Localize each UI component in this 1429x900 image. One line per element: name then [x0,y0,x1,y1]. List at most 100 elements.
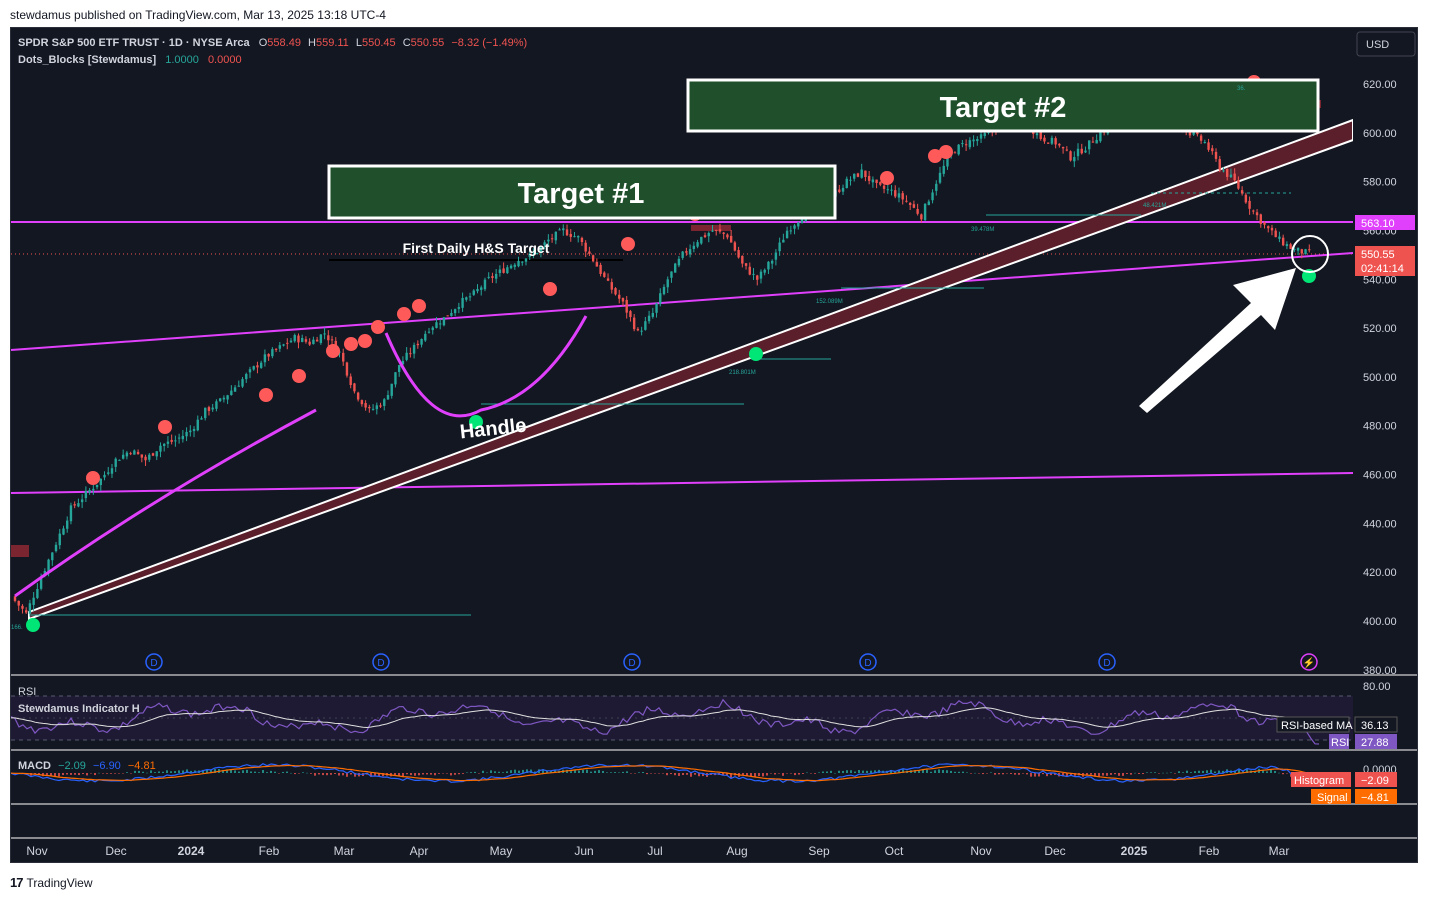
price-axis[interactable]: 620.00600.00580.00560.00540.00520.00500.… [1363,79,1397,677]
upper-trendline[interactable] [11,252,1353,351]
macd-bar [54,773,56,777]
macd-bar [990,772,992,773]
early-trend-curve [14,408,317,598]
time-tick: Oct [885,844,904,858]
macd-bar [1170,772,1172,773]
candle-body [375,405,378,410]
macd-bar [1102,773,1104,776]
candle-body [1270,227,1274,231]
macd-bar [1030,773,1032,777]
candle-body [964,144,968,146]
macd-bar [110,773,112,774]
macd-bar [86,773,88,776]
dividend-icon[interactable] [859,653,877,671]
volume-label: 36. [1237,86,1246,92]
macd-bar [502,772,504,773]
macd-bar [182,770,184,773]
macd-bar [174,771,176,773]
macd-bar [1266,771,1268,773]
macd-bar [82,773,84,775]
dividend-icon[interactable] [623,653,641,671]
macd-bar [838,770,840,773]
candle-body [968,140,972,148]
time-axis[interactable]: Nov Dec 2024 Feb Mar Apr May Jun Jul Aug Sep Oct Nov… [26,844,1289,858]
sell-dot [86,471,100,485]
current-price-circle[interactable] [1291,235,1329,273]
candle-body [289,340,293,343]
macd-bar [190,770,192,773]
macd-bar [1094,773,1096,777]
candle-body [92,488,95,491]
macd-bar [1146,772,1148,773]
candle-body [644,321,647,330]
candle-body [983,133,986,137]
macd-bar [610,772,612,773]
candle-body [521,261,524,263]
lower-trendline[interactable] [11,472,1353,494]
candle-body [953,152,957,154]
macd-bar [330,773,332,775]
macd-bar [570,771,572,773]
footer: 17 TradingView [10,875,93,890]
candle-body [897,193,901,198]
publish-info: stewdamus published on TradingView.com, … [10,8,386,22]
candle-body [204,407,207,419]
footer-brand: TradingView [26,875,93,890]
candle-body [1091,141,1095,143]
candle-body [39,577,43,589]
dividend-icon[interactable] [1098,653,1116,671]
sell-dot [543,282,557,296]
price-tick: 440.00 [1363,518,1397,530]
macd-panel[interactable]: MACD −2.09 −6.90 −4.81 0.0000 Histogram … [10,760,1397,804]
macd-bar [982,773,984,775]
target1-box[interactable] [327,164,837,220]
pointer-arrow[interactable] [1139,268,1296,413]
candle-body [726,234,729,238]
time-tick: Dec [1044,844,1065,858]
candle-body [659,293,662,304]
price-tick: 380.00 [1363,665,1397,677]
legend-c-label: C [403,37,411,49]
candle-body [66,520,69,529]
candle-body [189,430,192,433]
chart-frame[interactable]: Target #1 Target #2 First Daily H&S Targ… [10,27,1418,863]
chart-svg[interactable]: Target #1 Target #2 First Daily H&S Targ… [10,28,1417,862]
candle-body [722,232,725,234]
currency-button[interactable] [1356,31,1416,57]
rsi-panel[interactable]: RSI Stewdamus Indicator H 80.00 RSI-base… [10,681,1398,749]
candle-body [259,362,263,368]
macd-bar [894,771,896,773]
candle-body [715,229,718,231]
macd-bar [566,769,568,773]
target2-box[interactable] [686,78,1320,133]
candle-body [1308,249,1311,251]
candle-body [685,251,688,253]
candle-body [226,395,229,400]
flash-icon[interactable]: ⚡ [1300,653,1318,671]
macd-bar [102,773,104,774]
dividend-icon[interactable] [372,653,390,671]
candle-body [1274,230,1277,238]
sell-dot [397,307,411,321]
candle-body [558,229,561,231]
last-price-tag [1355,246,1415,276]
rsi-indicator-title: Stewdamus Indicator H [18,703,140,715]
macd-bar [210,770,212,773]
macd-v3: −4.81 [128,760,156,772]
candle-body [364,402,367,408]
candle-body [1267,226,1270,229]
rising-channel[interactable] [28,118,1353,621]
macd-bar [994,773,996,775]
macd-bar [1134,772,1136,774]
macd-bar [94,773,96,776]
candle-body [603,272,606,277]
macd-bar [722,773,724,776]
candle-body [961,143,964,145]
candle-body [1084,150,1087,153]
macd-bar [114,773,116,774]
candle-body [729,235,733,243]
candle-body [397,365,401,373]
candle-body [882,185,886,189]
macd-bar [106,773,108,774]
dividend-icon[interactable] [145,653,163,671]
